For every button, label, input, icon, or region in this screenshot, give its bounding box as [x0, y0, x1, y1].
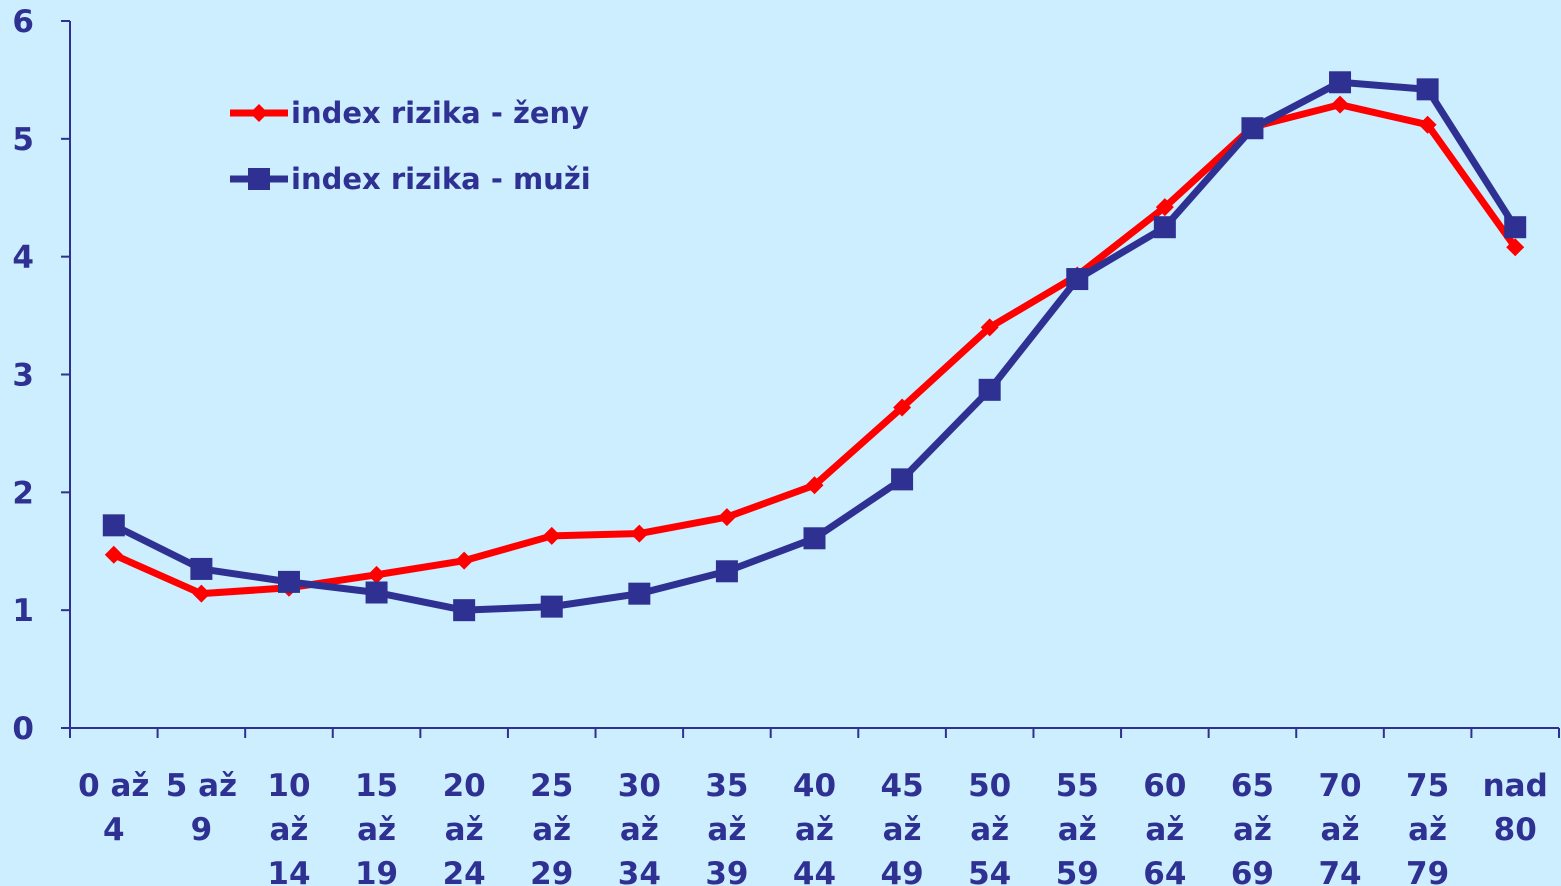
data-point [1506, 238, 1525, 257]
x-tick-label: 0 až 4 [78, 768, 149, 848]
data-point [803, 527, 826, 550]
data-point [891, 468, 914, 491]
data-point [628, 582, 651, 605]
x-tick-label: 40 až 44 [793, 768, 836, 886]
legend: index rizika - ženy index rizika - muži [230, 96, 591, 196]
y-tick-label: 1 [12, 593, 34, 629]
data-point [980, 318, 999, 337]
data-point [1329, 71, 1352, 94]
x-tick-label: 25 až 29 [530, 768, 573, 886]
y-tick-label: 4 [12, 240, 34, 276]
x-tick-label: 5 až 9 [166, 768, 237, 848]
data-point [1504, 216, 1527, 239]
x-tick-label: 45 až 49 [881, 768, 924, 886]
x-tick-label: 20 až 24 [443, 768, 486, 886]
data-point [102, 514, 125, 537]
data-point [715, 560, 738, 583]
x-tick-label: 70 až 74 [1318, 768, 1361, 886]
data-point [893, 398, 912, 417]
legend-label: index rizika - muži [291, 162, 591, 196]
y-tick-label: 5 [12, 122, 34, 158]
data-point [453, 599, 476, 622]
data-point [1241, 117, 1264, 140]
data-point [1155, 198, 1174, 217]
data-point [365, 581, 388, 604]
data-point [455, 551, 474, 570]
data-point [542, 526, 561, 545]
axes: 0 1 2 3 4 5 6 0 až 45 až 9 10 až 14 15 až 19 20 až 24 25 až 2… [12, 4, 1560, 886]
legend-entry: index rizika - muži [230, 162, 591, 196]
x-tick-label: 65 až 69 [1231, 768, 1274, 886]
y-tick-label: 0 [12, 711, 34, 747]
data-point [1153, 216, 1176, 239]
legend-marker [250, 104, 268, 122]
x-tick-label: 35 až 39 [705, 768, 748, 886]
data-point [1331, 95, 1350, 114]
y-tick-label: 6 [12, 4, 34, 40]
series-muzi [102, 71, 1527, 622]
x-tick-label: 50 až 54 [968, 768, 1011, 886]
legend-entry: index rizika - ženy [230, 96, 589, 130]
data-point [104, 545, 123, 564]
x-tick-label: nad 80 [1483, 768, 1548, 848]
data-point [978, 378, 1001, 401]
x-tick-label: 30 až 34 [618, 768, 661, 886]
data-point [1416, 78, 1439, 101]
data-point [277, 570, 300, 593]
legend-marker [248, 168, 270, 190]
x-tick-label: 60 až 64 [1143, 768, 1186, 886]
x-tick-label: 10 až 14 [267, 768, 310, 886]
data-point [805, 476, 824, 495]
x-tick-label: 75 až 79 [1406, 768, 1449, 886]
data-point [630, 524, 649, 543]
data-point [1418, 115, 1437, 134]
data-point [367, 565, 386, 584]
data-point [190, 557, 213, 580]
data-point [717, 508, 736, 527]
legend-label: index rizika - ženy [291, 96, 589, 130]
y-tick-label: 3 [12, 358, 34, 394]
series-layer [102, 71, 1527, 622]
y-tick-label: 2 [12, 475, 34, 511]
data-point [192, 584, 211, 603]
x-tick-label: 55 až 59 [1056, 768, 1099, 886]
data-point [540, 595, 563, 618]
x-tick-label: 15 až 19 [355, 768, 398, 886]
data-point [1066, 268, 1089, 291]
